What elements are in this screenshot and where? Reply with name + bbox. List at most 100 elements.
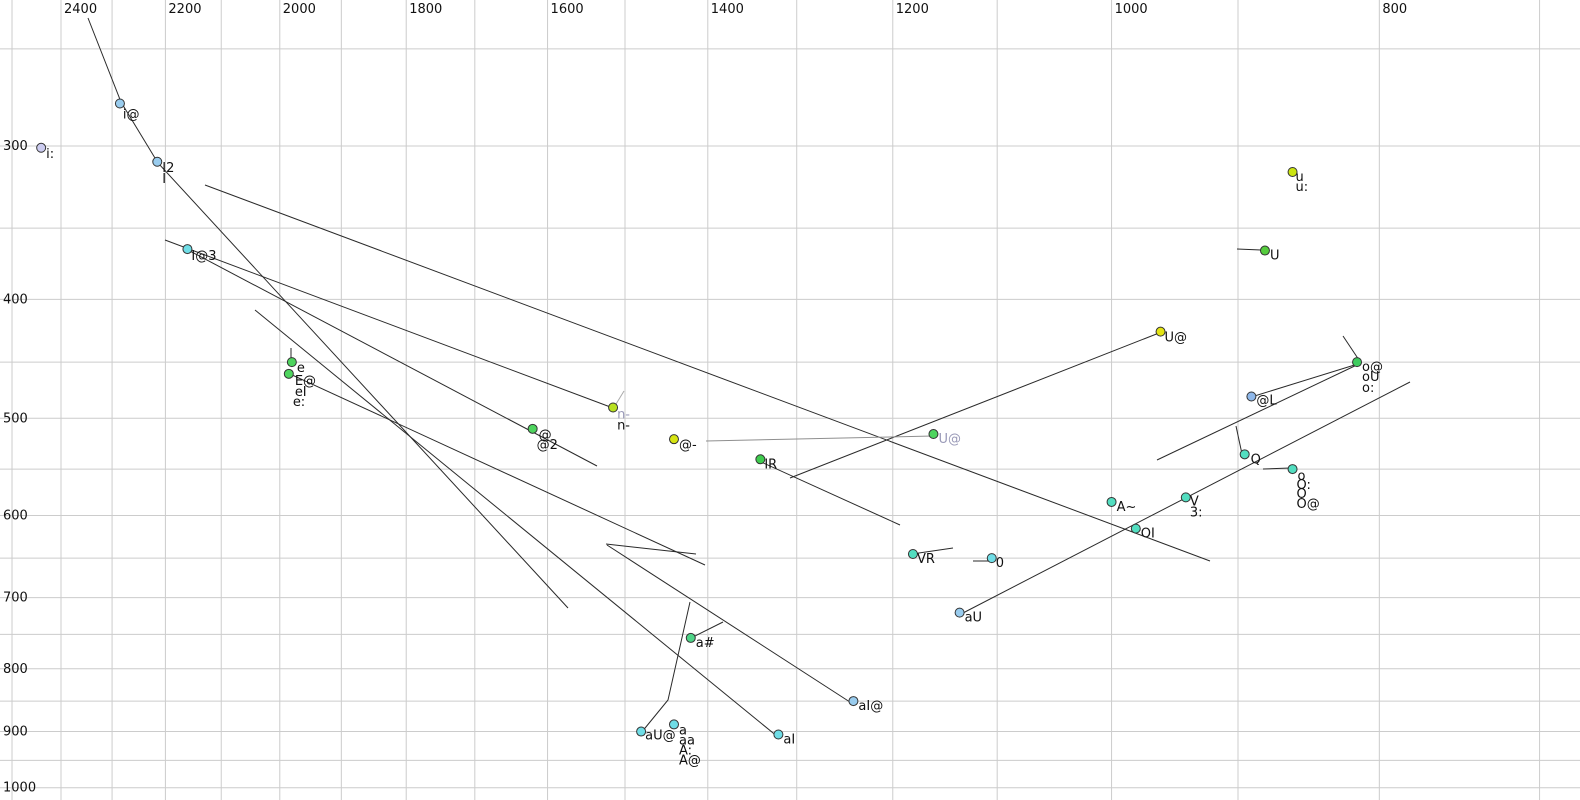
vowel-label-@-: @- [679, 438, 697, 453]
trajectory-line [1236, 248, 1262, 251]
vowel-point-A~[interactable] [1106, 496, 1117, 507]
vowel-label-a: a [679, 723, 687, 738]
vowel-point-V[interactable] [1180, 492, 1191, 503]
vowel-point-o@[interactable] [1352, 357, 1363, 368]
y-tick-label: 400 [3, 292, 28, 307]
vowel-label-aa: aa [679, 733, 695, 748]
vowel-label-aU@: aU@ [645, 729, 675, 744]
vowel-point-@L[interactable] [1246, 391, 1257, 402]
vowel-label-O:: O: [1297, 478, 1311, 493]
x-tick-label: 1600 [551, 2, 584, 17]
vowel-point-@[interactable] [527, 423, 538, 434]
vowel-label-A@: A@ [679, 753, 701, 768]
x-tick-label: 1200 [896, 2, 929, 17]
vowel-point-U@[interactable] [928, 429, 939, 440]
x-tick-label: 1800 [409, 2, 442, 17]
vowel-label-n-: n- [617, 408, 630, 423]
vowel-point-i@[interactable] [114, 98, 125, 109]
trajectory-line [640, 601, 691, 734]
vowel-label-IR: IR [764, 457, 777, 472]
trajectory-line [911, 547, 954, 555]
vowel-label-O: O [1297, 487, 1307, 502]
vowel-label-u: u [1296, 170, 1304, 185]
vowel-label-e:: e: [293, 395, 305, 410]
x-tick-label: 2400 [64, 2, 97, 17]
trajectory-line [705, 435, 934, 442]
vowel-label-o@: o@ [1362, 360, 1383, 375]
x-tick-label: 2000 [283, 2, 316, 17]
vowel-point-a#[interactable] [685, 632, 696, 643]
trajectory-line [789, 332, 1160, 479]
vowel-label-i:: i: [46, 147, 54, 162]
vowel-label-U@: U@ [1165, 331, 1188, 346]
vowel-point-0[interactable] [986, 553, 997, 564]
trajectory-line [606, 544, 854, 705]
vowel-point-n-[interactable] [608, 402, 619, 413]
trajectory-line [289, 373, 706, 566]
vowel-point-e[interactable] [286, 357, 297, 368]
x-tick-label: 2200 [168, 2, 201, 17]
trajectory-line [204, 184, 1211, 562]
vowel-point-E@[interactable] [283, 368, 294, 379]
vowel-label-U: U [1270, 249, 1280, 264]
vowel-label-VR: VR [917, 552, 935, 567]
y-tick-label: 800 [3, 662, 28, 677]
trajectory-line [87, 17, 569, 609]
vowel-point-aI[interactable] [773, 729, 784, 740]
vowel-point-U@[interactable] [1155, 326, 1166, 337]
vowel-label-eI: eI [295, 385, 307, 400]
vowel-point-aI@[interactable] [848, 696, 859, 707]
trajectory-line [187, 249, 598, 467]
vowel-label-u:: u: [1296, 180, 1309, 195]
vowel-point-o[interactable] [1287, 464, 1298, 475]
vowel-label-aI@: aI@ [858, 699, 883, 714]
vowel-label-A:: A: [679, 743, 692, 758]
vowel-label-o:: o: [1362, 381, 1374, 396]
vowel-label-3:: 3: [1190, 505, 1203, 520]
vowel-points [36, 98, 1363, 740]
vowel-label-I2: I2 [162, 161, 174, 176]
vowel-point-VR[interactable] [907, 548, 918, 559]
vowel-label-0: 0 [996, 556, 1004, 571]
y-tick-label: 600 [3, 508, 28, 523]
vowel-label-I: I [162, 172, 166, 187]
y-tick-label: 900 [3, 725, 28, 740]
x-tick-label: 800 [1382, 2, 1407, 17]
y-axis-tick-labels: 300 400 500 600 700 800 900 1000 [3, 139, 36, 796]
vowel-label-n-: n- [617, 419, 630, 434]
x-tick-label: 1000 [1115, 2, 1148, 17]
vowel-label-@: @ [539, 428, 552, 443]
vowel-point-IR[interactable] [755, 454, 766, 465]
y-tick-label: 1000 [3, 781, 36, 796]
vowel-point-I@3[interactable] [182, 244, 193, 255]
vowel-label-i@: i@ [123, 107, 140, 122]
x-axis-tick-labels: 2400 2200 2000 1800 1600 1400 1200 1000 800 [64, 2, 1407, 17]
vowel-label-U@: U@ [938, 432, 961, 447]
trajectory-line [758, 460, 901, 526]
vowel-label-OI: OI [1141, 527, 1155, 542]
vowel-label-I@3: I@3 [191, 249, 216, 264]
trajectory-line [254, 309, 779, 738]
vowel-label-a#: a# [696, 636, 715, 651]
x-tick-label: 1400 [711, 2, 744, 17]
y-tick-label: 700 [3, 591, 28, 606]
vowel-point-aU@[interactable] [636, 726, 647, 737]
vowel-point-I2[interactable] [152, 156, 163, 167]
vowel-point-a[interactable] [668, 719, 679, 730]
vowel-point-aU[interactable] [954, 607, 965, 618]
vowel-label-oU: oU [1362, 370, 1379, 385]
vowel-label-E@: E@ [295, 374, 316, 389]
vowel-label-V: V [1190, 494, 1199, 509]
vowel-point-@-[interactable] [668, 434, 679, 445]
trajectory-line [1247, 362, 1362, 399]
vowel-point-U[interactable] [1259, 245, 1270, 256]
vowel-point-OI[interactable] [1130, 523, 1141, 534]
vowel-point-u[interactable] [1287, 167, 1298, 178]
vowel-label-Q: Q [1251, 452, 1261, 467]
y-tick-label: 300 [3, 139, 28, 154]
vowel-point-Q[interactable] [1239, 449, 1250, 460]
vowel-point-i:[interactable] [36, 142, 47, 153]
vowel-labels: i@ i: I2I I@3 eE@eIe: @@2 n-n- @- IR U@ U@ uu: Uo@oU… [46, 107, 1383, 768]
